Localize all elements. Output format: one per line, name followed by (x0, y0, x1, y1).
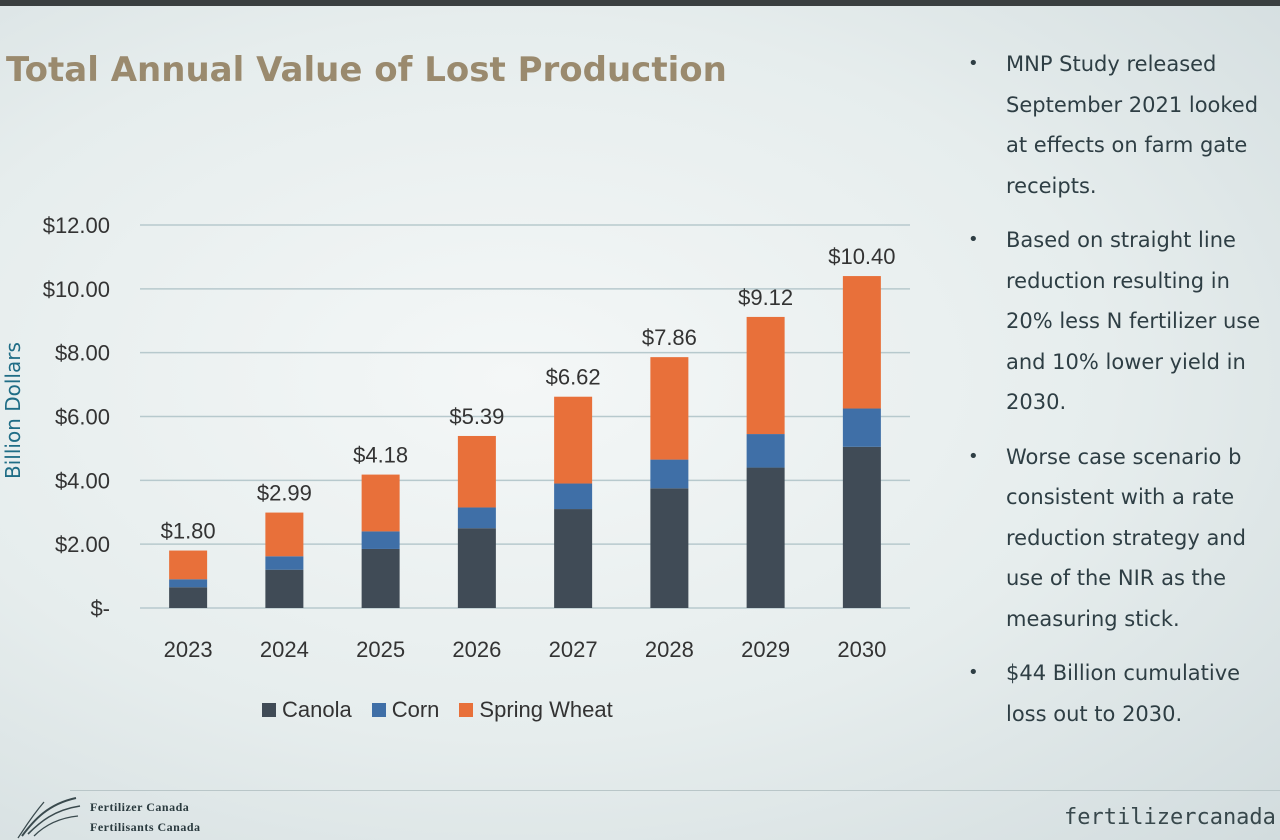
bar-segment-corn (746, 434, 785, 468)
y-tick-label: $- (90, 596, 110, 621)
legend-item-spring-wheat: Spring Wheat (459, 697, 613, 723)
bar-total-label: $6.62 (546, 365, 601, 390)
bullet-dot-icon: • (968, 53, 979, 74)
bar-segment-canola (554, 509, 593, 608)
y-tick-label: $6.00 (55, 405, 110, 430)
bar-segment-canola (265, 569, 304, 608)
bar-segment-spring-wheat (265, 512, 304, 557)
bar-segment-canola (650, 488, 689, 608)
bar-segment-canola (361, 548, 400, 608)
bar-segment-canola (169, 587, 208, 608)
y-tick-label: $10.00 (43, 277, 110, 302)
bullet-text: MNP Study released September 2021 looked… (1006, 52, 1259, 198)
bar-total-label: $7.86 (642, 325, 697, 350)
bar-segment-spring-wheat (554, 396, 593, 484)
logo-line-english: Fertilizer Canada (90, 800, 190, 814)
bullet-item: • Worse case scenario b consistent with … (968, 437, 1280, 640)
bullet-item: • Based on straight line reduction resul… (968, 220, 1280, 423)
stacked-bar-chart: $- $2.00 $4.00 $6.00 $8.00 $10.00 $12.00 $1.80 2… (43, 213, 910, 662)
bar-segment-corn (650, 459, 689, 489)
x-tick-label: 2026 (452, 637, 501, 662)
slide-title: Total Annual Value of Lost Production (6, 50, 727, 90)
bar-segment-canola (457, 528, 496, 608)
x-tick-label: 2030 (837, 637, 886, 662)
bar-segment-corn (842, 408, 881, 447)
bar-segment-canola (746, 467, 785, 608)
legend-label-canola: Canola (282, 697, 352, 722)
legend-swatch-canola (262, 703, 276, 717)
bar-segment-spring-wheat (361, 474, 400, 532)
bar-total-label: $9.12 (738, 285, 793, 310)
x-tick-label: 2029 (741, 637, 790, 662)
bar-segment-corn (361, 531, 400, 549)
bar-segment-spring-wheat (169, 550, 208, 580)
x-tick-label: 2025 (356, 637, 405, 662)
y-tick-label: $4.00 (55, 468, 110, 493)
x-tick-label: 2024 (260, 637, 309, 662)
bar-total-label: $4.18 (353, 443, 408, 468)
bar-segment-spring-wheat (650, 357, 689, 460)
legend-swatch-corn (371, 703, 386, 717)
logo-wordmark: Fertilizer Canada Fertilisants Canada (90, 797, 201, 837)
footer-divider (70, 790, 1280, 791)
bar-total-label: $2.99 (257, 481, 312, 506)
bar-segment-corn (457, 507, 496, 529)
top-frame-bar (0, 0, 1280, 6)
chart-legend: Canola Corn Spring Wheat (262, 697, 613, 723)
bullet-text: Based on straight line reduction resulti… (1006, 228, 1261, 414)
bar-segment-spring-wheat (457, 435, 496, 508)
bar-segment-spring-wheat (842, 276, 881, 409)
x-tick-label: 2023 (164, 637, 213, 662)
legend-label-spring-wheat: Spring Wheat (479, 697, 613, 722)
bar-segment-corn (169, 579, 208, 588)
bar-segment-corn (265, 556, 304, 570)
website-text: fertilizercanada (1064, 805, 1276, 830)
legend-swatch-spring-wheat (459, 703, 474, 717)
bullet-item: • $44 Billion cumulative loss out to 203… (968, 653, 1280, 734)
bullet-dot-icon: • (968, 662, 979, 683)
x-tick-label: 2028 (645, 637, 694, 662)
y-tick-label: $8.00 (55, 341, 110, 366)
y-tick-label: $2.00 (55, 532, 110, 557)
legend-label-corn: Corn (391, 697, 440, 722)
legend-item-canola: Canola (262, 697, 352, 723)
legend-item-corn: Corn (371, 697, 440, 723)
y-tick-label: $12.00 (43, 213, 110, 238)
bullet-dot-icon: • (968, 445, 979, 467)
logo-line-french: Fertilisants Canada (90, 820, 201, 834)
bullet-dot-icon: • (968, 229, 979, 250)
wheat-logo-icon (17, 797, 81, 839)
bar-total-label: $1.80 (161, 519, 216, 544)
bullet-text: Worse case scenario b consistent with a … (1006, 444, 1246, 631)
bar-total-label: $10.40 (828, 244, 895, 269)
bar-segment-spring-wheat (746, 316, 785, 435)
x-tick-label: 2027 (549, 637, 598, 662)
bullet-item: • MNP Study released September 2021 look… (968, 44, 1280, 206)
bar-total-label: $5.39 (449, 404, 504, 429)
bar-segment-canola (842, 446, 881, 608)
bar-segment-corn (554, 483, 593, 510)
bullet-text: $44 Billion cumulative loss out to 2030. (1006, 661, 1241, 726)
bullet-list: • MNP Study released September 2021 look… (968, 44, 1280, 748)
